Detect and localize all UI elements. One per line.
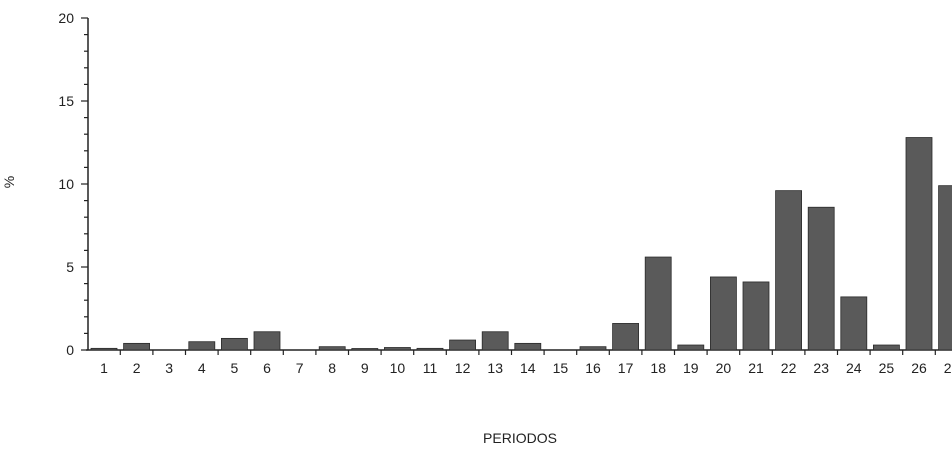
y-tick-label: 15 xyxy=(58,93,74,109)
bar xyxy=(220,337,248,351)
x-tick-label: 9 xyxy=(361,360,369,376)
bar xyxy=(612,323,639,351)
x-tick-label: 23 xyxy=(813,360,829,376)
bar xyxy=(873,344,900,351)
x-axis-ticks: 1 2 3 4 5 6 7 8 9 10 11 12 13 14 15 16 17 18 19 20 21 22 23 24 2… xyxy=(100,350,952,376)
bar xyxy=(677,344,705,351)
x-tick-label: 25 xyxy=(879,360,895,376)
x-tick-label: 19 xyxy=(683,360,699,376)
x-tick-label: 11 xyxy=(423,360,438,376)
x-tick-label: 22 xyxy=(781,360,797,376)
x-tick-label: 16 xyxy=(585,360,601,376)
bar xyxy=(742,281,770,351)
y-axis-title: % xyxy=(1,176,17,188)
x-tick-label: 14 xyxy=(520,360,536,376)
x-tick-label: 10 xyxy=(390,360,406,376)
bar xyxy=(90,347,118,351)
bar xyxy=(253,331,281,351)
bar xyxy=(383,347,411,351)
x-tick-label: 1 xyxy=(100,360,108,376)
x-tick-label: 3 xyxy=(165,360,173,376)
bar xyxy=(905,137,933,351)
x-tick-label: 21 xyxy=(748,360,764,376)
bar xyxy=(710,276,737,351)
bar xyxy=(481,331,509,351)
x-axis-title: PERIODOS xyxy=(483,430,557,446)
bar xyxy=(318,346,346,351)
x-tick-label: 20 xyxy=(716,360,732,376)
bar xyxy=(938,185,952,351)
bar xyxy=(775,190,802,351)
bar xyxy=(514,342,542,351)
x-tick-label: 7 xyxy=(296,360,304,376)
x-tick-label: 13 xyxy=(487,360,503,376)
y-tick-label: 5 xyxy=(66,259,74,275)
x-tick-label: 26 xyxy=(911,360,927,376)
bar xyxy=(579,346,607,351)
x-tick-label: 17 xyxy=(618,360,634,376)
x-tick-label: 27 xyxy=(944,360,952,376)
y-tick-label: 20 xyxy=(58,10,74,26)
bar xyxy=(807,206,835,351)
bar-series xyxy=(90,137,952,351)
x-tick-label: 6 xyxy=(263,360,271,376)
y-axis-ticks: 0 5 10 15 20 xyxy=(58,10,88,358)
bar xyxy=(840,296,868,351)
bar xyxy=(123,342,150,351)
x-tick-label: 8 xyxy=(328,360,336,376)
bar xyxy=(188,341,216,351)
x-tick-label: 24 xyxy=(846,360,862,376)
y-tick-label: 0 xyxy=(66,342,74,358)
bar xyxy=(416,347,444,351)
x-tick-label: 18 xyxy=(650,360,666,376)
bar xyxy=(644,256,672,351)
x-tick-label: 4 xyxy=(198,360,206,376)
x-tick-label: 5 xyxy=(231,360,239,376)
x-tick-label: 15 xyxy=(553,360,569,376)
x-tick-label: 12 xyxy=(455,360,471,376)
x-tick-label: 2 xyxy=(133,360,141,376)
bar xyxy=(351,348,379,351)
bar xyxy=(449,339,477,351)
y-tick-label: 10 xyxy=(58,176,74,192)
